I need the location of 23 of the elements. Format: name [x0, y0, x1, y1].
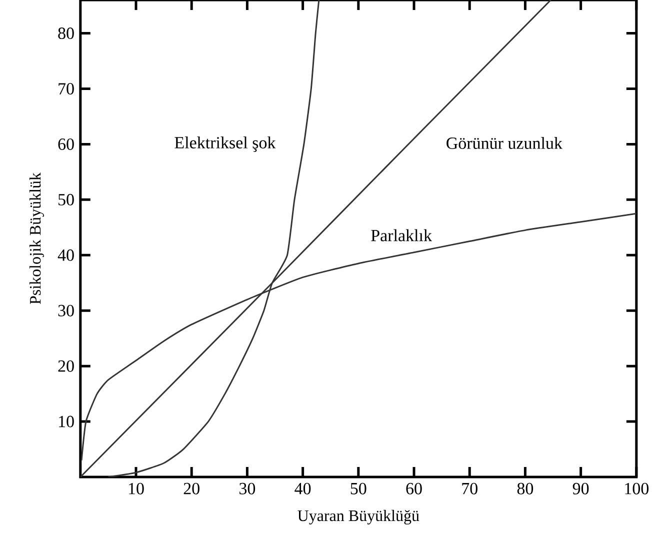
x-tick-label: 70 — [462, 482, 478, 494]
y-tick-label: 10 — [59, 416, 74, 428]
y-tick-label: 20 — [58, 360, 74, 372]
x-tick-label: 30 — [240, 482, 256, 494]
y-tick-label: 70 — [58, 83, 74, 94]
x-tick-label: 20 — [184, 482, 200, 494]
x-tick-label: 90 — [572, 482, 589, 494]
x-tick-label: 100 — [625, 482, 649, 494]
y-tick-label: 60 — [58, 138, 74, 150]
x-tick-label: 80 — [517, 482, 534, 494]
x-tick-label: 60 — [406, 482, 422, 494]
y-tick-label: 40 — [58, 249, 74, 261]
x-axis-title: Uyaran Büyüklüğü — [298, 510, 420, 524]
y-tick-label: 30 — [58, 304, 74, 316]
y-tick-label: 50 — [58, 194, 74, 206]
y-tick-label: 80 — [58, 28, 74, 40]
series-label: Parlaklık — [371, 229, 432, 242]
series-label: Elektriksel şok — [174, 136, 276, 152]
series-label: Görünür uzunluk — [446, 137, 562, 149]
x-tick-label: 50 — [350, 482, 366, 494]
x-tick-label: 40 — [294, 482, 311, 494]
y-axis-title: Psikolojik Büyüklük — [29, 172, 44, 304]
x-tick-label: 10 — [129, 482, 144, 494]
